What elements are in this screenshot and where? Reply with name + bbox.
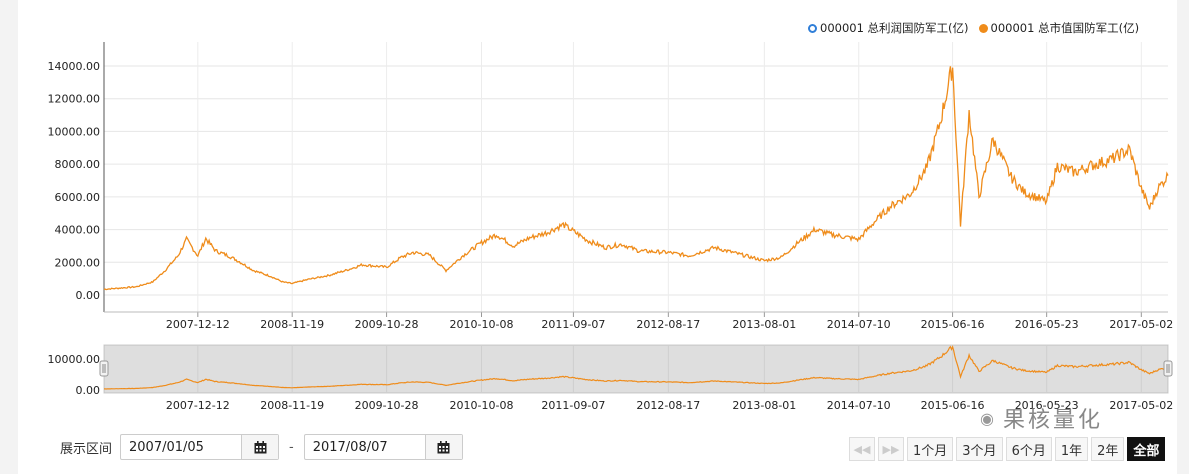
end-date-field [303,434,463,460]
calendar-icon [437,440,450,453]
range-label: 展示区间 [60,441,113,457]
main-axes: 0.00 2000.00 4000.00 6000.00 8000.00 10000.00… [48,42,1173,331]
navigator-x-tick-label: 2008-11-19 [260,399,324,412]
period-2y-button[interactable]: 2年 [1091,437,1125,461]
navigator-y-tick-label: 0.00 [76,384,101,397]
x-tick-label: 2016-05-23 [1015,318,1079,331]
next-page-button[interactable]: ▶▶ [878,437,904,461]
y-tick-label: 10000.00 [48,125,101,138]
navigator-x-tick-label: 2009-10-28 [355,399,419,412]
y-tick-label: 12000.00 [48,93,101,106]
right-margin-strip [1177,0,1189,474]
market-cap-series-line [103,66,1169,291]
watermark-text: 果核量化 [1002,408,1103,433]
navigator-x-tick-label: 2016-05-23 [1015,399,1079,412]
double-left-icon: ◀◀ [853,442,871,456]
first-page-button[interactable]: ◀◀ [849,437,875,461]
x-tick-label: 2007-12-12 [166,318,230,331]
start-date-input[interactable] [121,436,242,458]
date-range-selector: 展示区间 - [60,434,463,460]
x-tick-label: 2014-07-10 [827,318,891,331]
y-tick-label: 6000.00 [55,191,101,204]
x-tick-label: 2015-06-16 [921,318,985,331]
end-date-input[interactable] [304,436,425,458]
navigator[interactable]: 2007-12-12 2008-11-19 2009-10-28 2010-10-08… [48,344,1174,412]
x-tick-label: 2013-08-01 [732,318,796,331]
main-series [103,65,1169,291]
navigator-x-tick-label: 2015-06-16 [921,399,985,412]
watermark: ◉ 果核量化 [980,402,1103,434]
x-tick-label: 2012-08-17 [636,318,700,331]
y-tick-label: 4000.00 [55,224,101,237]
filled-circle-icon [978,23,988,33]
navigator-selection [104,345,1168,393]
legend-label-profit: 000001 总利润国防军工(亿) [820,21,969,35]
period-1y-button[interactable]: 1年 [1054,437,1089,461]
period-buttons: ◀◀ ▶▶ 1个月 3个月 6个月 1年 2年 全部 [846,437,1166,461]
navigator-x-tick-label: 2014-07-10 [827,399,891,412]
period-all-button[interactable]: 全部 [1127,437,1166,461]
y-tick-label: 2000.00 [55,256,101,269]
navigator-x-tick-label: 2013-08-01 [732,399,796,412]
chart-legend: 000001 总利润国防军工(亿) 000001 总市值国防军工(亿) [808,20,1149,36]
x-tick-label: 2010-10-08 [450,318,514,331]
start-calendar-button[interactable] [241,435,279,459]
navigator-x-tick-label: 2007-12-12 [166,399,230,412]
hollow-circle-icon [808,23,817,33]
x-tick-label: 2017-05-02 [1109,318,1173,331]
navigator-right-handle [1163,360,1173,377]
period-6m-button[interactable]: 6个月 [1005,437,1052,461]
y-tick-label: 0.00 [76,289,101,302]
navigator-x-tick-label: 2010-10-08 [450,399,514,412]
wechat-icon: ◉ [980,408,997,428]
period-1m-button[interactable]: 1个月 [907,437,954,461]
navigator-y-tick-label: 10000.00 [48,353,101,366]
navigator-x-tick-label: 2012-08-17 [636,399,700,412]
left-margin-strip [0,0,18,474]
x-tick-label: 2011-09-07 [541,318,605,331]
x-tick-label: 2008-11-19 [260,318,324,331]
navigator-series-line [104,345,1169,390]
legend-item-market-cap[interactable]: 000001 总市值国防军工(亿) [978,20,1140,36]
end-calendar-button[interactable] [424,435,462,459]
x-tick-label: 2009-10-28 [355,318,419,331]
calendar-icon [254,440,267,453]
y-tick-label: 8000.00 [55,158,101,171]
main-grid [104,42,1168,312]
start-date-field [120,434,280,460]
period-3m-button[interactable]: 3个月 [956,437,1003,461]
y-tick-label: 14000.00 [48,60,101,73]
navigator-left-handle [99,360,109,377]
navigator-x-tick-label: 2017-05-02 [1109,399,1173,412]
navigator-x-tick-label: 2011-09-07 [541,399,605,412]
legend-label-market-cap: 000001 总市值国防军工(亿) [990,21,1140,35]
double-right-icon: ▶▶ [882,442,900,456]
range-separator: - [289,439,294,455]
legend-item-profit[interactable]: 000001 总利润国防军工(亿) [808,20,969,36]
